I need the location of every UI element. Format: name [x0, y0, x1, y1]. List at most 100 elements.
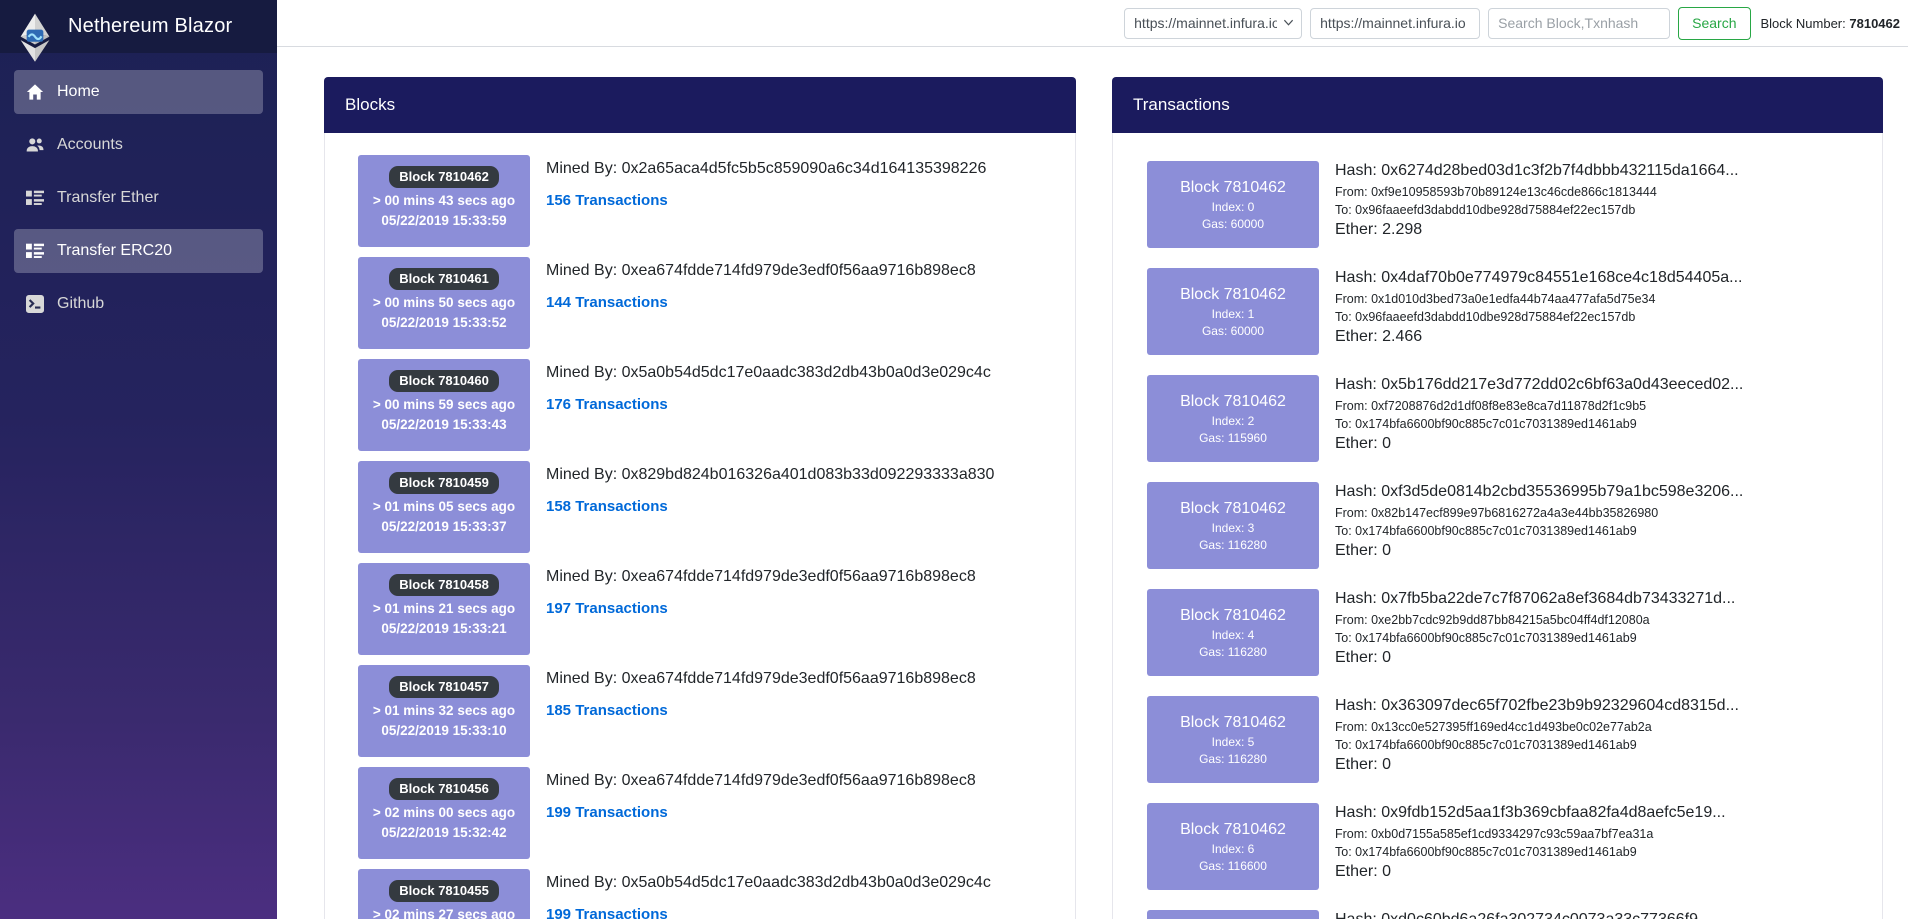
transactions-list: Block 7810462 Index: 0 Gas: 60000 Hash: … — [1112, 133, 1883, 919]
transaction-row: Block 7810462 Index: 0 Gas: 60000 Hash: … — [1147, 161, 1852, 248]
tx-gas: Gas: 116280 — [1199, 537, 1267, 552]
topbar: https://mainnet.infura.io Search Block N… — [277, 0, 1908, 47]
terminal-icon — [26, 295, 44, 313]
transaction-row: Block 7810462 Index: 2 Gas: 115960 Hash:… — [1147, 375, 1852, 462]
block-row: Block 7810457 > 01 mins 32 secs ago 05/2… — [358, 665, 1045, 757]
transactions-panel-header: Transactions — [1112, 77, 1883, 133]
block-transactions-link[interactable]: 158 Transactions — [546, 498, 668, 515]
block-card: Block 7810461 > 00 mins 50 secs ago 05/2… — [358, 257, 530, 349]
tx-index: Index: 3 — [1211, 520, 1255, 535]
block-transactions-link[interactable]: 176 Transactions — [546, 396, 668, 413]
block-number-label: Block Number: — [1760, 15, 1846, 31]
tx-index: Index: 6 — [1211, 841, 1255, 856]
accounts-icon — [26, 138, 44, 152]
app-title: Nethereum Blazor — [68, 15, 233, 37]
block-age: > 00 mins 43 secs ago — [372, 193, 516, 208]
transaction-card: Block 7810462 Index: 2 Gas: 115960 — [1147, 375, 1319, 462]
blocks-list: Block 7810462 > 00 mins 43 secs ago 05/2… — [324, 133, 1076, 919]
block-info: Mined By: 0xea674fdde714fd979de3edf0f56a… — [546, 257, 976, 349]
transaction-row: Block 7810462 Index: 3 Gas: 116280 Hash:… — [1147, 482, 1852, 569]
tx-gas: Gas: 116600 — [1199, 858, 1267, 873]
block-card: Block 7810459 > 01 mins 05 secs ago 05/2… — [358, 461, 530, 553]
mined-by-address: Mined By: 0x5a0b54d5dc17e0aadc383d2db43b… — [546, 364, 991, 381]
block-row: Block 7810455 > 02 mins 27 secs ago Mine… — [358, 869, 1045, 919]
block-transactions-link[interactable]: 185 Transactions — [546, 702, 668, 719]
tx-hash: Hash: 0x6274d28bed03d1c3f2b7f4dbbb432115… — [1335, 162, 1739, 179]
search-button[interactable]: Search — [1678, 6, 1751, 40]
tx-hash: Hash: 0x9fdb152d5aa1f3b369cbfaa82fa4d8ae… — [1335, 804, 1726, 821]
mined-by-address: Mined By: 0xea674fdde714fd979de3edf0f56a… — [546, 670, 976, 687]
block-transactions-link[interactable]: 197 Transactions — [546, 600, 668, 617]
block-number-badge: Block 7810456 — [389, 778, 499, 800]
tx-hash: Hash: 0x7fb5ba22de7c7f87062a8ef3684db734… — [1335, 590, 1736, 607]
transaction-info: Hash: 0x363097dec65f702fbe23b9b92329604c… — [1335, 696, 1739, 783]
block-transactions-link[interactable]: 144 Transactions — [546, 294, 668, 311]
tx-from-address: From: 0xe2bb7cdc92b9dd87bb84215a5bc04ff4… — [1335, 613, 1650, 627]
block-age: > 01 mins 32 secs ago — [372, 703, 516, 718]
block-number-badge: Block 7810457 — [389, 676, 499, 698]
tx-block-label: Block 7810462 — [1180, 392, 1286, 410]
transaction-info: Hash: 0x6274d28bed03d1c3f2b7f4dbbb432115… — [1335, 161, 1739, 248]
transaction-card: Block 7810462 Index: 3 Gas: 116280 — [1147, 482, 1319, 569]
tx-gas: Gas: 60000 — [1201, 216, 1265, 231]
block-info: Mined By: 0xea674fdde714fd979de3edf0f56a… — [546, 665, 976, 757]
blocks-panel-header: Blocks — [324, 77, 1076, 133]
block-transactions-link[interactable]: 199 Transactions — [546, 906, 668, 919]
block-number-value: 7810462 — [1849, 15, 1900, 31]
block-number-badge: Block 7810455 — [389, 880, 499, 902]
transaction-row: Hash: 0xd0c60bd6a26fa302734c0073a33c7736… — [1147, 910, 1852, 919]
block-info: Mined By: 0x5a0b54d5dc17e0aadc383d2db43b… — [546, 359, 991, 451]
tx-to-address: To: 0x96faaeefd3dabdd10dbe928d75884ef22e… — [1335, 203, 1636, 217]
tx-to-address: To: 0x174bfa6600bf90c885c7c01c7031389ed1… — [1335, 524, 1637, 538]
tx-ether-value: Ether: 0 — [1335, 649, 1392, 666]
sidebar-item-transfer-erc20[interactable]: Transfer ERC20 — [14, 229, 263, 273]
block-info: Mined By: 0xea674fdde714fd979de3edf0f56a… — [546, 767, 976, 859]
sidebar-item-label: Github — [57, 295, 105, 312]
home-icon — [26, 84, 44, 100]
block-row: Block 7810459 > 01 mins 05 secs ago 05/2… — [358, 461, 1045, 553]
tx-from-address: From: 0x1d010d3bed73a0e1edfa44b74aa477af… — [1335, 292, 1656, 306]
tx-gas: Gas: 116280 — [1199, 751, 1267, 766]
block-age: > 01 mins 21 secs ago — [372, 601, 516, 616]
mined-by-address: Mined By: 0x829bd824b016326a401d083b33d0… — [546, 466, 995, 483]
transaction-info: Hash: 0x4daf70b0e774979c84551e168ce4c18d… — [1335, 268, 1742, 355]
block-timestamp: 05/22/2019 15:32:42 — [381, 825, 507, 841]
tx-from-address: From: 0x13cc0e527395ff169ed4cc1d493be0c0… — [1335, 720, 1652, 734]
tx-ether-value: Ether: 0 — [1335, 863, 1392, 880]
mined-by-address: Mined By: 0xea674fdde714fd979de3edf0f56a… — [546, 568, 976, 585]
block-age: > 02 mins 00 secs ago — [372, 805, 516, 820]
sidebar-item-label: Accounts — [57, 136, 123, 153]
transaction-card: Block 7810462 Index: 6 Gas: 116600 — [1147, 803, 1319, 890]
sidebar-item-github[interactable]: Github — [14, 282, 263, 326]
sidebar-item-accounts[interactable]: Accounts — [14, 123, 263, 167]
search-input[interactable] — [1488, 7, 1671, 39]
node-url-input[interactable] — [1310, 7, 1481, 39]
block-row: Block 7810456 > 02 mins 00 secs ago 05/2… — [358, 767, 1045, 859]
list-icon — [26, 190, 44, 205]
transaction-info: Hash: 0xf3d5de0814b2cbd35536995b79a1bc59… — [1335, 482, 1743, 569]
network-select[interactable]: https://mainnet.infura.io — [1124, 7, 1303, 39]
mined-by-address: Mined By: 0xea674fdde714fd979de3edf0f56a… — [546, 772, 976, 789]
transaction-row: Block 7810462 Index: 4 Gas: 116280 Hash:… — [1147, 589, 1852, 676]
block-row: Block 7810461 > 00 mins 50 secs ago 05/2… — [358, 257, 1045, 349]
tx-ether-value: Ether: 2.466 — [1335, 328, 1423, 345]
tx-to-address: To: 0x96faaeefd3dabdd10dbe928d75884ef22e… — [1335, 310, 1636, 324]
tx-block-label: Block 7810462 — [1180, 713, 1286, 731]
sidebar-nav: Home Accounts Transfer Ether — [0, 53, 277, 326]
tx-to-address: To: 0x174bfa6600bf90c885c7c01c7031389ed1… — [1335, 417, 1637, 431]
tx-hash: Hash: 0x4daf70b0e774979c84551e168ce4c18d… — [1335, 269, 1743, 286]
blocks-panel: Blocks Block 7810462 > 00 mins 43 secs a… — [324, 77, 1076, 919]
transaction-card: Block 7810462 Index: 5 Gas: 116280 — [1147, 696, 1319, 783]
sidebar-item-transfer-ether[interactable]: Transfer Ether — [14, 176, 263, 220]
block-transactions-link[interactable]: 199 Transactions — [546, 804, 668, 821]
block-row: Block 7810462 > 00 mins 43 secs ago 05/2… — [358, 155, 1045, 247]
block-number-badge: Block 7810460 — [389, 370, 499, 392]
block-age: > 02 mins 27 secs ago — [372, 907, 516, 919]
block-timestamp: 05/22/2019 15:33:59 — [381, 213, 507, 229]
sidebar-item-home[interactable]: Home — [14, 70, 263, 114]
tx-from-address: From: 0xf9e10958593b70b89124e13c46cde866… — [1335, 185, 1657, 199]
transaction-card: Block 7810462 Index: 1 Gas: 60000 — [1147, 268, 1319, 355]
block-transactions-link[interactable]: 156 Transactions — [546, 192, 668, 209]
transaction-row: Block 7810462 Index: 5 Gas: 116280 Hash:… — [1147, 696, 1852, 783]
tx-block-label: Block 7810462 — [1180, 499, 1286, 517]
